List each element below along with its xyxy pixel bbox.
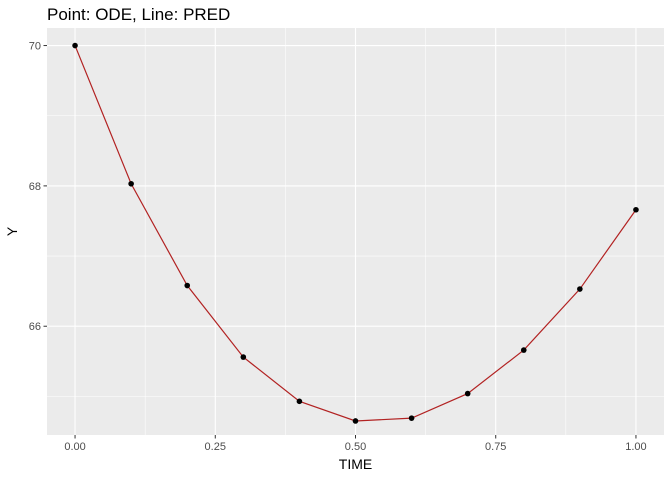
ode-point [577, 286, 583, 292]
series-layer [72, 42, 639, 424]
ode-point [240, 354, 247, 360]
x-tick-label: 0.50 [345, 441, 366, 453]
y-tick-label: 70 [29, 41, 41, 53]
ode-point [352, 418, 359, 424]
axis-ticks [43, 45, 637, 439]
x-tick-label: 1.00 [625, 441, 646, 453]
x-tick-label: 0.00 [64, 441, 85, 453]
ode-point [296, 398, 303, 405]
x-tick-label: 0.25 [205, 441, 226, 453]
chart-title: Point: ODE, Line: PRED [47, 5, 230, 24]
ode-point [184, 282, 191, 289]
grid-major [47, 28, 664, 435]
ode-point [633, 206, 639, 213]
x-axis-title: TIME [339, 456, 372, 472]
x-tick-label: 0.75 [485, 441, 506, 453]
ode-point [520, 347, 527, 353]
y-tick-label: 66 [29, 321, 41, 333]
ode-point [72, 42, 78, 49]
ode-point [408, 415, 415, 421]
y-axis-title: Y [4, 226, 20, 236]
y-tick-label: 68 [29, 181, 41, 193]
ode-point [464, 390, 471, 397]
ode-point [128, 180, 134, 187]
tick-labels: 0.00 0.25 0.50 0.75 1.00 66 68 70 [29, 41, 647, 453]
